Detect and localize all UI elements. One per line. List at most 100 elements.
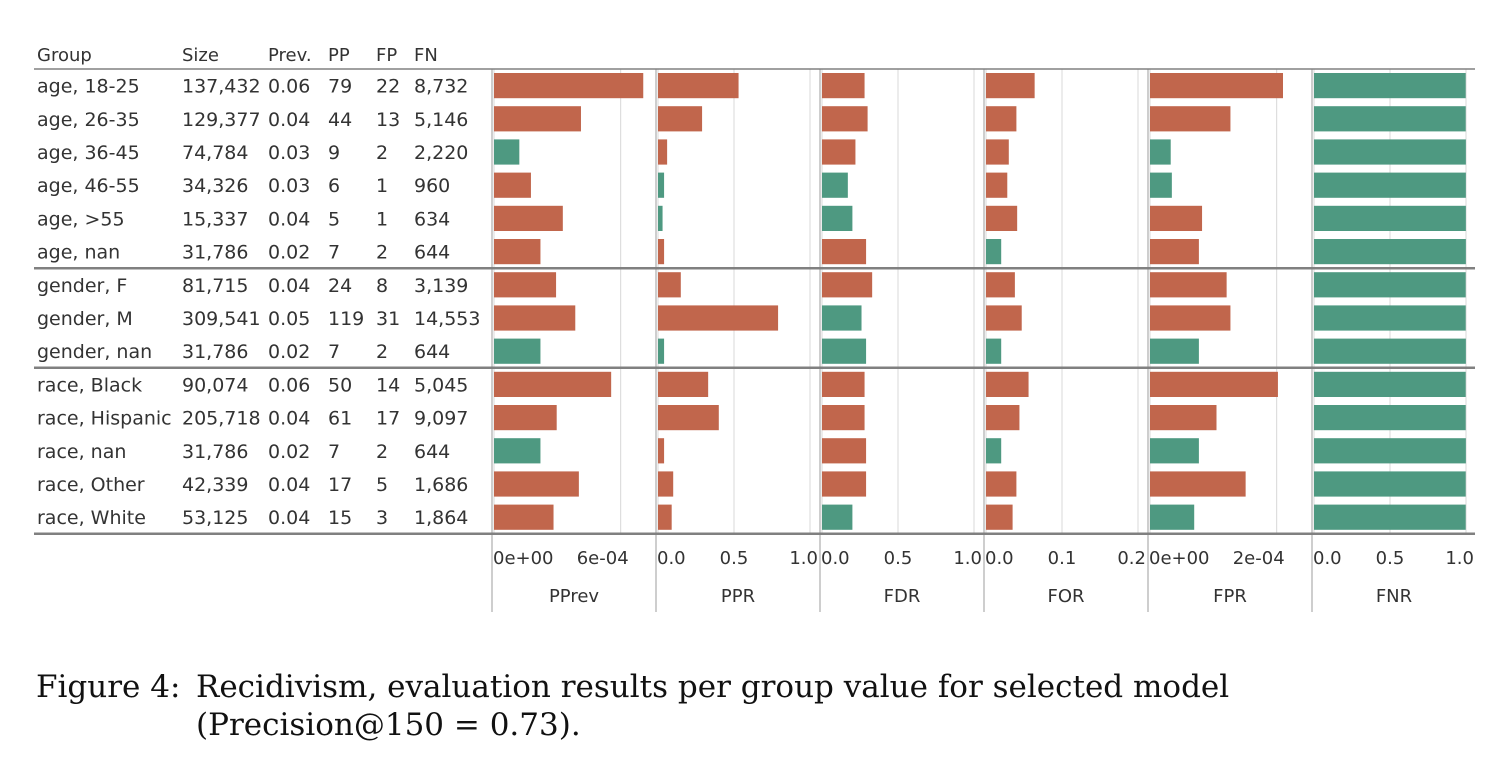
tick-label: 1.0 [1445, 548, 1474, 569]
bar-pprev [494, 438, 541, 464]
table-cell: 1 [376, 208, 388, 230]
table-cell: 5,045 [414, 374, 468, 396]
bar-fpr [1150, 405, 1217, 431]
bar-ppr [658, 205, 663, 231]
bar-pprev [494, 371, 612, 397]
bar-fpr [1150, 504, 1195, 530]
bar-pprev [494, 172, 531, 198]
table-cell: 309,541 [182, 308, 261, 330]
tick-label: 0.5 [720, 548, 749, 569]
table-cell: 0.02 [268, 441, 310, 463]
tick-label: 0.0 [657, 548, 686, 569]
table-cell: 81,715 [182, 275, 248, 297]
bar-fdr [822, 504, 853, 530]
table-cell: age, 26-35 [37, 109, 140, 131]
bar-fnr [1314, 371, 1466, 397]
chart: Group Size Prev. PP FP FN age, 18-25 137,432 0.0… [34, 45, 1475, 612]
table-cell: 0.03 [268, 175, 310, 197]
bar-for [986, 504, 1013, 530]
bar-fdr [822, 172, 848, 198]
bar-fnr [1314, 338, 1466, 364]
table-cell: 31 [376, 308, 400, 330]
axis-label-fpr: FPR [1213, 586, 1247, 607]
table-cell: 50 [328, 374, 352, 396]
table-cell: 9 [328, 142, 340, 164]
bar-for [986, 438, 1002, 464]
tick-label: 1.0 [953, 548, 982, 569]
tick-label: 1.0 [789, 548, 818, 569]
bar-ppr [658, 438, 665, 464]
bar-for [986, 371, 1029, 397]
axis-label-fdr: FDR [884, 586, 921, 607]
bar-fnr [1314, 438, 1466, 464]
bar-for [986, 73, 1035, 99]
bar-ppr [658, 471, 674, 497]
table-cell: 34,326 [182, 175, 248, 197]
bar-pprev [494, 73, 644, 99]
bar-fnr [1314, 172, 1466, 198]
bar-ppr [658, 504, 672, 530]
bar-ppr [658, 73, 739, 99]
figure-caption: Figure 4: Recidivism, evaluation results… [36, 668, 1481, 744]
header-fn: FN [414, 45, 438, 66]
tick-label: 0.1 [1048, 548, 1077, 569]
header-prev: Prev. [268, 45, 312, 66]
bar-fpr [1150, 438, 1199, 464]
tick-label: 0.5 [884, 548, 913, 569]
table-cell: 0.03 [268, 142, 310, 164]
bar-fnr [1314, 239, 1466, 265]
bar-fnr [1314, 272, 1466, 298]
table-cell: 0.02 [268, 242, 310, 264]
bar-pprev [494, 239, 541, 265]
table-cell: 5 [376, 474, 388, 496]
bar-ppr [658, 272, 681, 298]
tick-label: 0.0 [821, 548, 850, 569]
table-cell: 0.06 [268, 374, 310, 396]
bar-fpr [1150, 239, 1199, 265]
header-fp: FP [376, 45, 397, 66]
caption-text: Recidivism, evaluation results per group… [196, 669, 1230, 743]
bar-fpr [1150, 272, 1227, 298]
bar-for [986, 471, 1017, 497]
table-cell: 7 [328, 441, 340, 463]
table-cell: 1 [376, 175, 388, 197]
header-pp: PP [328, 45, 350, 66]
bar-fnr [1314, 504, 1466, 530]
table-cell: 15,337 [182, 208, 248, 230]
table-cell: 61 [328, 408, 352, 430]
bar-fdr [822, 272, 873, 298]
table-cell: 22 [376, 76, 400, 98]
table-cell: 90,074 [182, 374, 248, 396]
bar-ppr [658, 172, 665, 198]
table-cell: race, White [37, 507, 146, 529]
table-cell: 0.06 [268, 76, 310, 98]
table-cell: 14,553 [414, 308, 480, 330]
bar-fdr [822, 371, 865, 397]
bar-fpr [1150, 205, 1203, 231]
bar-fnr [1314, 73, 1466, 99]
bar-pprev [494, 305, 576, 331]
bar-for [986, 139, 1009, 165]
table-cell: 5 [328, 208, 340, 230]
bar-fpr [1150, 73, 1283, 99]
table-cell: race, Black [37, 374, 142, 396]
axis-label-for: FOR [1047, 586, 1084, 607]
bar-fpr [1150, 338, 1199, 364]
bar-for [986, 106, 1017, 132]
bar-ppr [658, 338, 665, 364]
table-cell: 8 [376, 275, 388, 297]
bar-fdr [822, 239, 867, 265]
table-cell: 0.04 [268, 474, 310, 496]
table-cell: race, nan [37, 441, 126, 463]
bar-fnr [1314, 405, 1466, 431]
bar-for [986, 172, 1008, 198]
bar-pprev [494, 139, 520, 165]
bar-ppr [658, 239, 665, 265]
table-cell: 31,786 [182, 341, 248, 363]
table-cell: 0.04 [268, 275, 310, 297]
bar-for [986, 205, 1018, 231]
bar-ppr [658, 106, 703, 132]
bar-for [986, 338, 1002, 364]
table-cell: age, 46-55 [37, 175, 140, 197]
table-cell: 44 [328, 109, 352, 131]
